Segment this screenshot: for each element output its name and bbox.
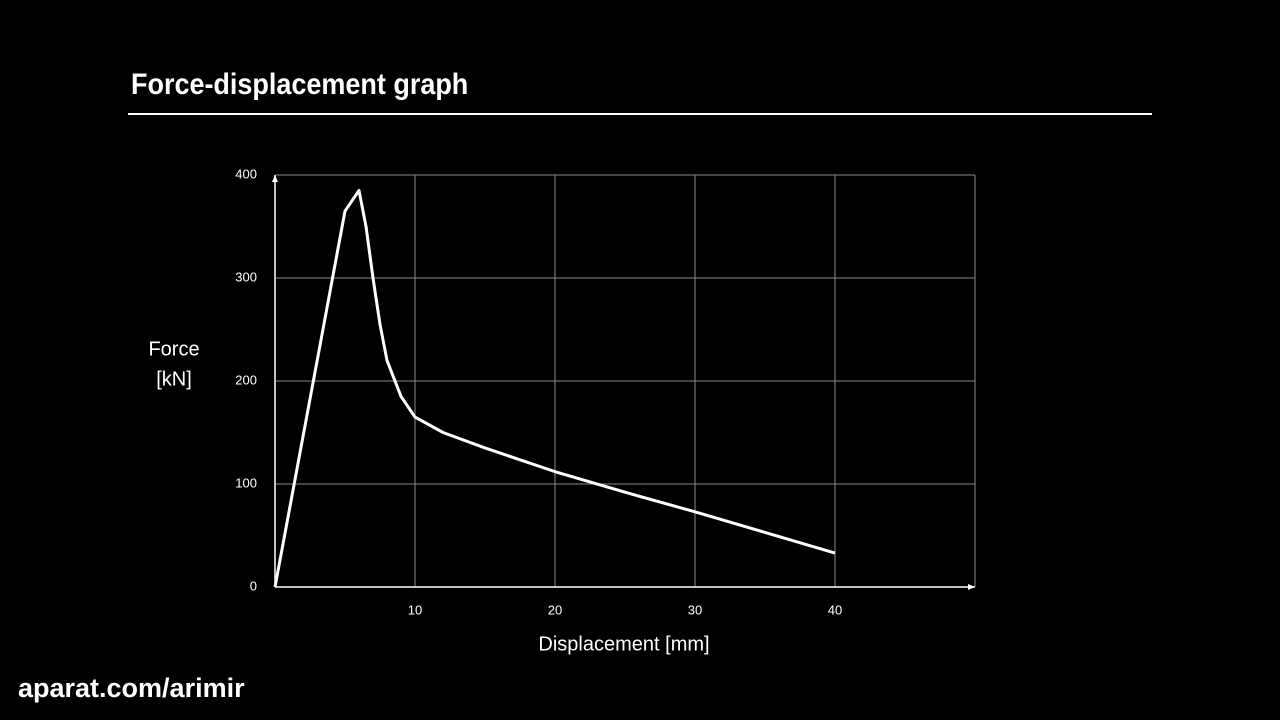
y-tick-label: 100 bbox=[235, 475, 257, 490]
x-tick-label: 30 bbox=[688, 602, 702, 617]
chart-title: Force-displacement graph bbox=[131, 68, 468, 102]
y-axis-label: Force bbox=[148, 338, 199, 360]
y-axis-label: [kN] bbox=[156, 368, 192, 390]
y-tick-label: 200 bbox=[235, 372, 257, 387]
y-tick-label: 0 bbox=[250, 578, 257, 593]
y-tick-label: 400 bbox=[235, 166, 257, 181]
data-line bbox=[273, 188, 836, 588]
x-axis-label: Displacement [mm] bbox=[538, 633, 709, 655]
x-axis-arrow bbox=[968, 584, 975, 590]
watermark: aparat.com/arimir bbox=[18, 673, 245, 703]
x-tick-label: 20 bbox=[548, 602, 562, 617]
x-tick-label: 40 bbox=[828, 602, 842, 617]
y-tick-label: 300 bbox=[235, 269, 257, 284]
y-axis-arrow bbox=[272, 175, 278, 182]
x-tick-label: 10 bbox=[408, 602, 422, 617]
